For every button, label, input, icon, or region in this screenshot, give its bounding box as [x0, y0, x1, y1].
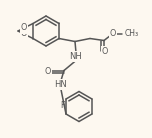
Text: O: O — [21, 23, 27, 33]
Text: NH: NH — [70, 52, 82, 61]
Text: HN: HN — [55, 80, 67, 89]
Text: F: F — [60, 101, 65, 110]
Text: CH₃: CH₃ — [125, 29, 139, 38]
Text: O: O — [45, 67, 51, 76]
Text: O: O — [110, 29, 116, 38]
Text: O: O — [102, 47, 108, 56]
Text: O: O — [21, 30, 27, 39]
